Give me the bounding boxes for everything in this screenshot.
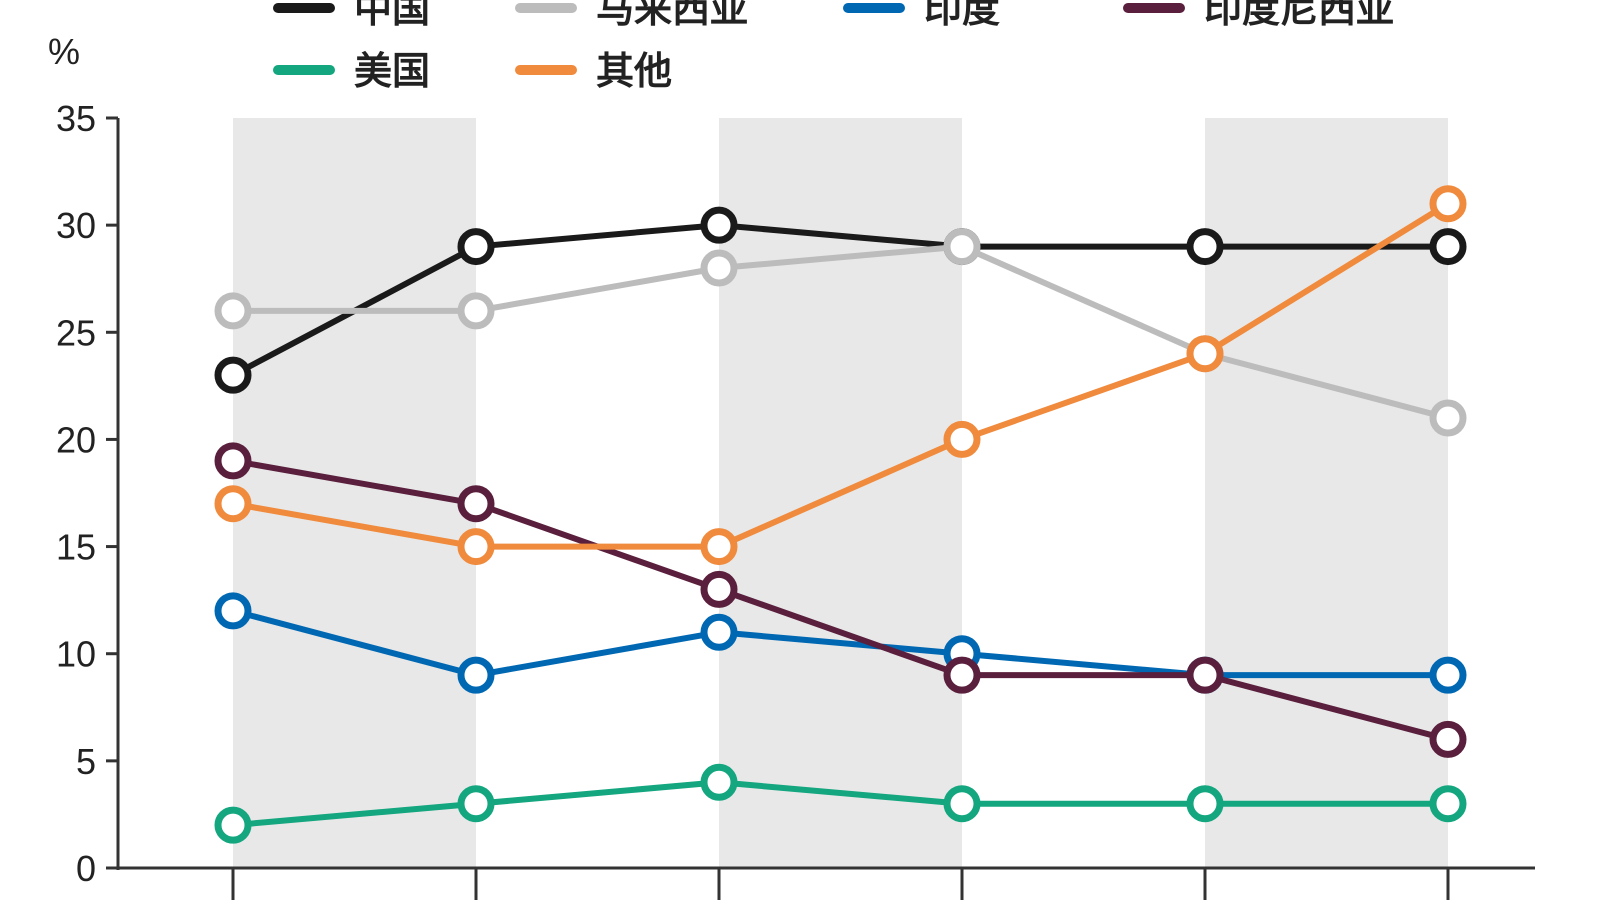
data-point-marker [214,592,252,630]
legend-label: 其他 [596,49,672,93]
data-point-marker [1429,785,1467,823]
y-tick-label: 25 [56,312,96,353]
data-point-marker [457,485,495,523]
y-axis-unit-label: % [48,31,80,72]
y-tick-label: 0 [76,848,96,889]
legend-item: 其他 [515,49,672,93]
data-point-marker [700,763,738,801]
legend-label: 印度 [924,0,1000,31]
series-3 [214,442,1467,758]
data-point-marker [1186,335,1224,373]
series-line [230,457,1451,743]
data-point-marker [1186,228,1224,266]
legend-label: 印度尼西亚 [1204,0,1394,31]
legend-item: 印度 [843,0,1000,31]
series-1 [214,228,1467,437]
series-line [230,243,1451,421]
legend-label: 中国 [354,0,430,31]
background-band [233,118,476,868]
background-band [1205,118,1448,868]
data-point-marker [214,442,252,480]
data-point-marker [214,356,252,394]
data-point-marker [700,570,738,608]
y-tick-label: 35 [56,98,96,139]
y-tick-label: 10 [56,634,96,675]
data-point-marker [457,785,495,823]
series-layer [214,185,1467,844]
data-point-marker [700,613,738,651]
data-point-marker [700,528,738,566]
data-point-marker [457,656,495,694]
legend-item: 中国 [273,0,430,31]
data-point-marker [1186,785,1224,823]
data-point-marker [214,806,252,844]
y-tick-label: 5 [76,741,96,782]
data-point-marker [1429,399,1467,437]
y-tick-label: 30 [56,205,96,246]
legend-label: 马来西亚 [596,0,748,31]
y-tick-label: 20 [56,419,96,460]
legend-item: 美国 [273,49,430,93]
data-point-marker [214,292,252,330]
data-point-marker [700,249,738,287]
data-point-marker [457,228,495,266]
legend-item: 印度尼西亚 [1123,0,1394,31]
data-point-marker [943,785,981,823]
series-5 [214,185,1467,566]
axes: 0 5 10 15 20 25 30 35 [56,98,1535,900]
series-0 [214,206,1467,394]
series-line [230,222,1451,379]
data-point-marker [1429,656,1467,694]
y-tick-label: 15 [56,527,96,568]
data-point-marker [214,485,252,523]
data-point-marker [1429,185,1467,223]
legend-item: 马来西亚 [515,0,748,31]
data-point-marker [457,292,495,330]
series-4 [214,763,1467,844]
data-point-marker [943,420,981,458]
data-point-marker [1429,720,1467,758]
legend-label: 美国 [354,49,430,93]
data-point-marker [457,528,495,566]
series-line [230,200,1451,550]
data-point-marker [1429,228,1467,266]
data-point-marker [943,656,981,694]
data-point-marker [1186,656,1224,694]
data-point-marker [943,228,981,266]
data-point-marker [700,206,738,244]
series-line [230,607,1451,679]
series-line [230,779,1451,829]
